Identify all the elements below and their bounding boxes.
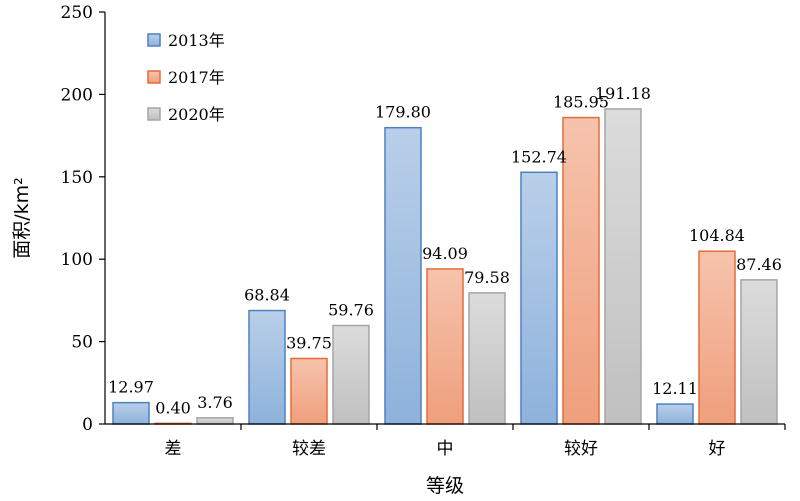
y-tick-label: 200: [61, 85, 93, 105]
data-label: 59.76: [328, 301, 374, 320]
bar-2017年-中: [426, 268, 464, 425]
data-label: 185.95: [553, 93, 609, 112]
bar-2020年-差: [196, 417, 234, 425]
y-axis-title: 面积/km²: [11, 177, 33, 259]
legend-label: 2020年: [168, 105, 225, 124]
y-tick-label: 150: [61, 168, 93, 188]
bar-2017年-较差: [290, 357, 328, 425]
bar-2020年-中: [468, 292, 506, 425]
bar-2013年-较好: [520, 171, 558, 425]
bar-2020年-好: [740, 279, 778, 425]
data-label: 79.58: [464, 268, 510, 287]
x-axis-title: 等级: [426, 475, 464, 497]
y-tick-label: 0: [82, 415, 93, 435]
bar-2020年-较差: [332, 324, 370, 425]
y-tick-label: 50: [71, 333, 93, 353]
data-label: 94.09: [422, 244, 468, 263]
x-category-label: 较差: [292, 439, 326, 459]
bar-2017年-较好: [562, 116, 600, 425]
bar-2013年-中: [384, 126, 422, 425]
legend: 2013年 2017年 2020年: [147, 31, 225, 124]
data-label: 68.84: [244, 286, 290, 305]
x-category-label: 中: [437, 439, 454, 459]
x-categories-group: 差 较差 中 较好 好: [165, 424, 786, 459]
y-tick-label: 250: [61, 3, 93, 23]
data-label: 87.46: [736, 255, 782, 274]
bar-2013年-较差: [248, 309, 286, 425]
y-tick-label: 100: [61, 250, 93, 270]
data-label: 104.84: [689, 226, 745, 245]
y-ticks-group: 0 50 100 150 200 250: [61, 3, 105, 435]
data-label: 3.76: [197, 393, 233, 412]
data-label: 179.80: [375, 103, 431, 122]
x-category-label: 差: [165, 439, 182, 459]
legend-label: 2013年: [168, 31, 225, 50]
legend-swatch: [147, 70, 161, 84]
data-label: 191.18: [595, 84, 651, 103]
bars-group: [112, 108, 778, 425]
data-label: 39.75: [286, 333, 332, 352]
legend-swatch: [147, 107, 161, 121]
data-label: 12.11: [652, 379, 698, 398]
data-labels-group: 12.970.40 3.76 68.84 39.75 59.76 179.80 94.09 7…: [108, 84, 782, 417]
data-label: 12.97: [108, 378, 154, 397]
data-label: 0.40: [155, 398, 191, 417]
legend-swatch: [147, 33, 161, 47]
bar-2013年-差: [112, 401, 150, 425]
bar-2017年-好: [698, 250, 736, 425]
bar-2020年-较好: [604, 108, 642, 425]
x-category-label: 好: [709, 439, 726, 459]
x-category-label: 较好: [564, 439, 598, 459]
bar-2013年-好: [656, 403, 694, 425]
data-label: 152.74: [511, 147, 567, 166]
legend-label: 2017年: [168, 68, 225, 87]
